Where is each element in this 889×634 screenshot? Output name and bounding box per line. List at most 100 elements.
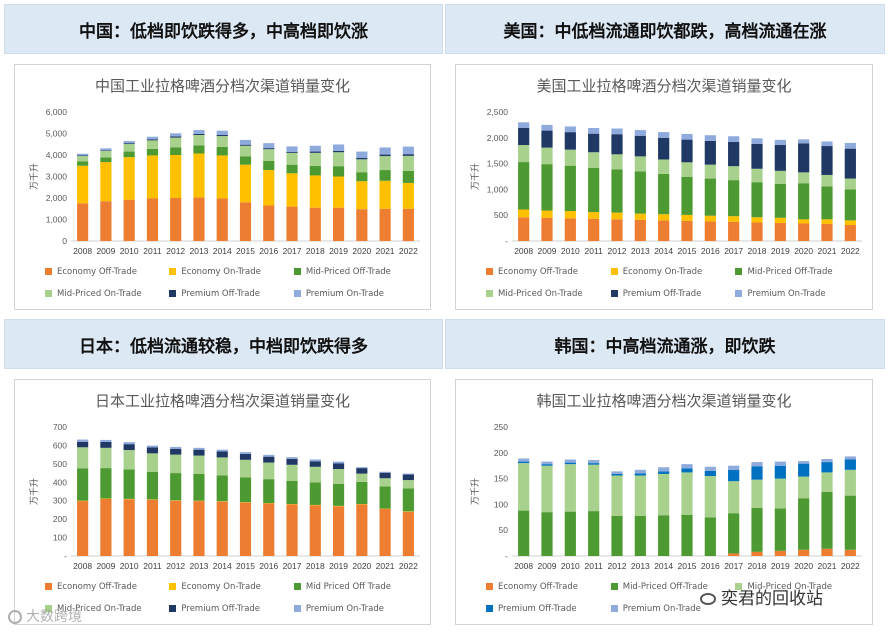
x-tick-label: 2022 [399, 246, 418, 256]
bar-segment [751, 217, 763, 223]
y-tick-label: 600 [53, 440, 67, 450]
chart-legend: Economy Off-Trade Economy On-Trade Mid-Pri… [45, 263, 422, 307]
bar-segment [658, 467, 670, 472]
bar-segment [356, 159, 368, 173]
legend-item: Premium Off-Trade [486, 600, 611, 619]
legend-swatch [610, 605, 618, 612]
bar-segment [518, 145, 530, 163]
legend-swatch [45, 290, 52, 297]
bar-segment [588, 152, 600, 168]
bar-segment [402, 154, 414, 156]
bar-segment [356, 151, 368, 159]
bar-segment [751, 462, 763, 467]
legend-item: Economy Off-Trade [45, 263, 169, 282]
legend-swatch [45, 605, 52, 612]
bar-segment [681, 139, 693, 163]
legend-item: Premium On-Trade [735, 285, 860, 304]
bar-segment [286, 206, 298, 241]
legend-item: Mid Priced Off Trade [293, 578, 418, 597]
legend-label: Mid-Priced Off-Trade [305, 267, 391, 277]
bar-segment [216, 501, 228, 556]
y-tick-label: 250 [494, 422, 508, 432]
bar-segment [216, 155, 228, 199]
x-tick-label: 2009 [538, 246, 557, 256]
x-tick-label: 2021 [376, 561, 395, 571]
bar-segment [216, 198, 228, 241]
bar-segment [170, 448, 182, 455]
bar-segment [821, 219, 833, 224]
chart-plot: 万千升 0 1,000 2,000 3,000 4,000 5,000 6,000 2008 20… [29, 107, 420, 256]
bar-segment [798, 461, 810, 464]
x-tick-label: 2015 [678, 246, 697, 256]
bar-segment [634, 171, 646, 214]
panel-header: 日本：低档流通较稳，中档即饮跌得多 [4, 319, 443, 369]
bar-segment [541, 464, 553, 466]
watermark-right-text: 奕君的回收站 [721, 589, 823, 609]
x-tick-label: 2019 [329, 561, 348, 571]
x-tick-label: 2019 [771, 246, 790, 256]
x-tick-label: 2010 [561, 246, 580, 256]
bar-segment [681, 472, 693, 515]
bar-segment [541, 147, 553, 165]
bar-segment [588, 511, 600, 556]
bar-segment [844, 459, 856, 470]
bar-segment [704, 140, 716, 165]
x-tick-label: 2020 [794, 246, 813, 256]
legend-item: Economy On-Trade [169, 578, 293, 597]
y-tick-label: - [505, 236, 508, 246]
bar-segment [774, 461, 786, 466]
x-tick-label: 2017 [724, 561, 743, 571]
panel-usa: 美国：中低档流通即饮都跌，高档流通在涨 美国工业拉格啤酒分档次渠道销量变化 万千… [445, 4, 885, 316]
bar-segment [263, 148, 275, 150]
legend-item: Premium Off-Trade [169, 600, 293, 619]
bar-segment [658, 220, 670, 241]
legend-label: Premium On-Trade [305, 289, 384, 299]
bar-segment [798, 172, 810, 184]
legend-item: Mid-Priced Off-Trade [293, 263, 418, 282]
chart-title: 韩国工业拉格啤酒分档次渠道销量变化 [536, 392, 792, 410]
bar-segment [402, 488, 414, 512]
bar-segment [658, 473, 670, 516]
bar-segment [798, 143, 810, 173]
bar-segment [564, 132, 576, 150]
bar-segment [751, 466, 763, 480]
bar-segment [611, 154, 623, 170]
y-tick-label: 1,000 [487, 184, 509, 194]
legend-label: Economy On-Trade [181, 267, 261, 277]
bar-segment [658, 214, 670, 221]
bar-segment [146, 136, 159, 140]
bar-segment [309, 175, 321, 208]
bar-segment [704, 164, 716, 179]
bar-segment [402, 511, 414, 556]
bar-segment [239, 477, 252, 503]
watermark-left: 大数跨境 [8, 606, 82, 626]
bar-segment [844, 142, 856, 149]
legend-swatch [610, 290, 618, 297]
bar-segment [844, 220, 856, 226]
bar-segment [332, 461, 345, 464]
chart-plot: 万千升 - 100 200 300 400 500 600 700 2008 2009 2010 201… [29, 422, 420, 571]
bar-segment [263, 143, 275, 149]
bar-segment [170, 137, 182, 148]
x-tick-label: 2022 [841, 561, 860, 571]
bar-segment [332, 207, 345, 241]
bar-segment [216, 475, 228, 502]
legend-swatch [735, 290, 743, 297]
bar-segment [100, 150, 112, 151]
bar-segment [100, 162, 112, 202]
watermark-right: 奕君的回收站 [700, 584, 823, 609]
bar-segment [634, 156, 646, 172]
x-tick-label: 2020 [352, 246, 371, 256]
bar-segment [216, 451, 228, 458]
legend-item: Economy Off-Trade [45, 578, 169, 597]
bar-segment [332, 144, 345, 151]
y-tick-label: 500 [53, 459, 67, 469]
bar-segment [309, 466, 321, 483]
bar-segment [564, 211, 576, 219]
bar-segment [402, 480, 414, 489]
bar-segment [728, 136, 740, 142]
x-tick-label: 2010 [561, 561, 580, 571]
x-tick-label: 2009 [96, 561, 115, 571]
y-axis-label: 万千升 [470, 163, 481, 190]
bar-segment [518, 122, 530, 128]
